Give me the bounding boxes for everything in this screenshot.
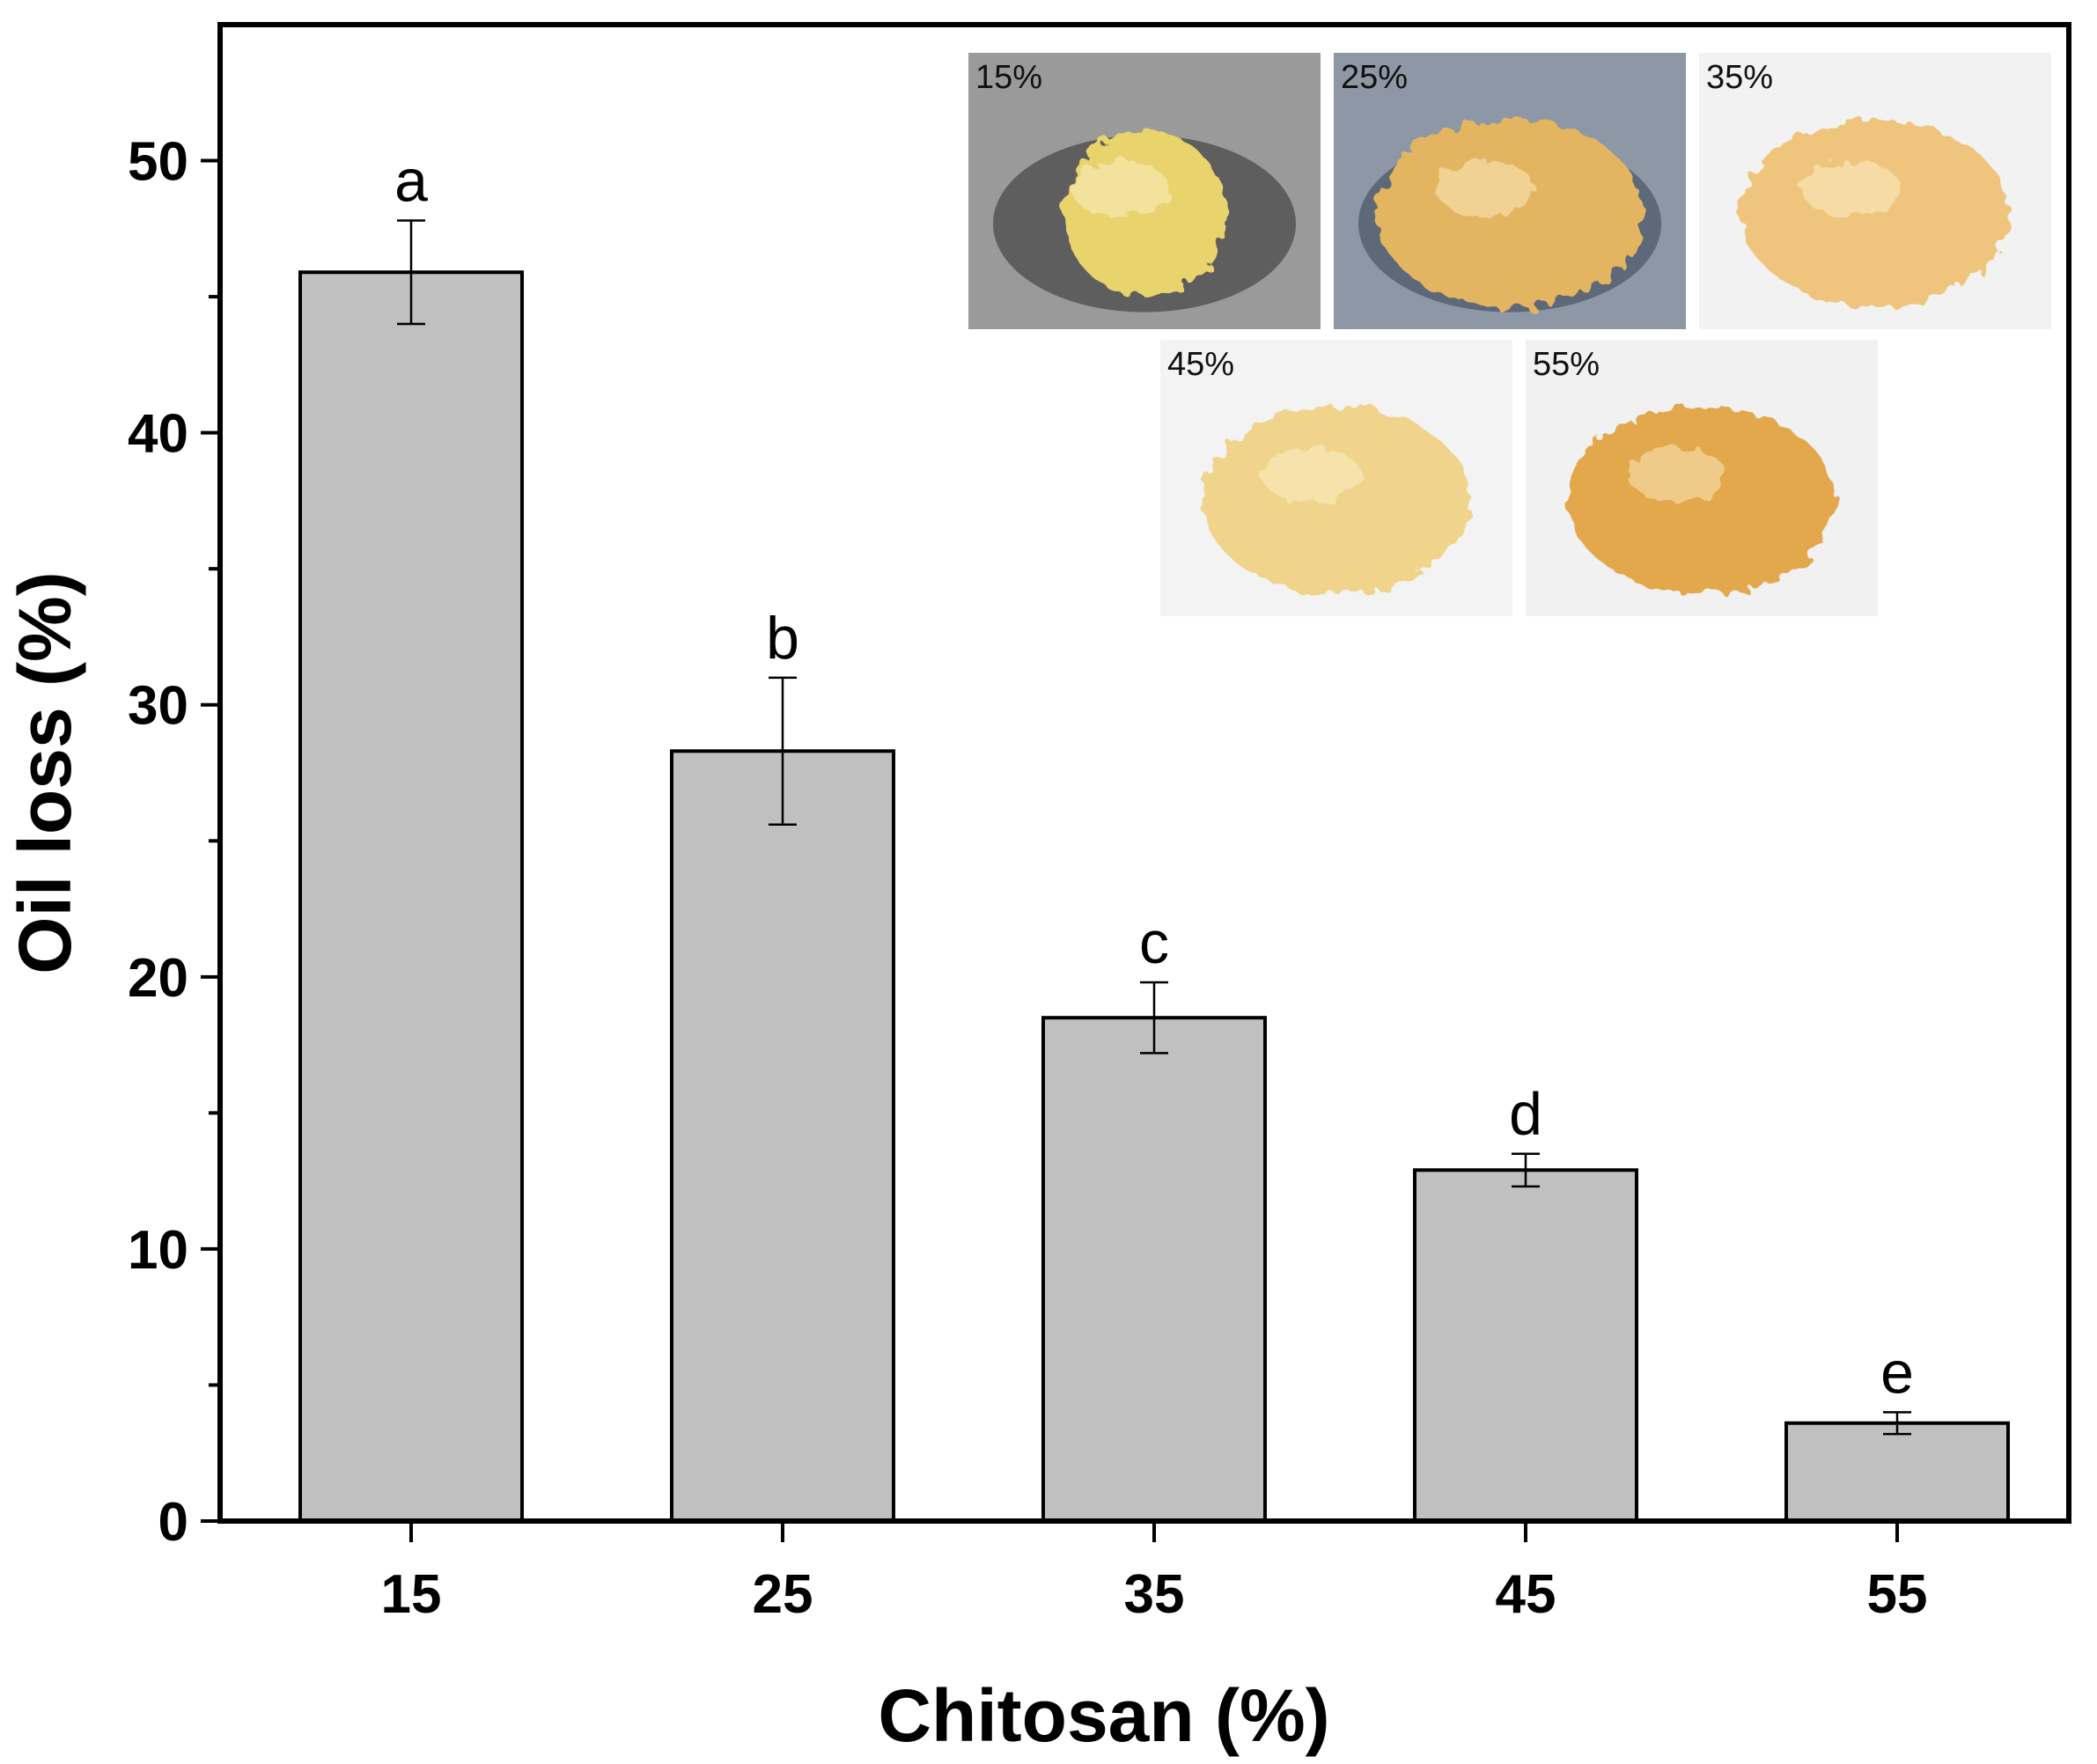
- inset-photo-45-highlight: [1262, 447, 1361, 503]
- significance-labels: a b c d e: [394, 148, 1914, 1407]
- inset-photo-45: 45%: [1160, 340, 1512, 616]
- inset-photo-15: 15%: [968, 53, 1321, 329]
- inset-photo-35-highlight: [1801, 160, 1900, 217]
- inset-photo-45-label: 45%: [1167, 346, 1234, 383]
- bar-45: [1413, 1168, 1638, 1523]
- inset-photos: 15% 25% 35% 45% 55%: [968, 53, 2051, 616]
- inset-photo-25: 25%: [1334, 53, 1686, 329]
- significance-label-a: a: [394, 148, 428, 215]
- y-tick-label-30: 30: [128, 676, 188, 737]
- x-tick-label-35: 35: [1124, 1564, 1185, 1625]
- inset-photo-35-sample: [1741, 119, 2009, 307]
- x-tick-label-25: 25: [753, 1564, 813, 1625]
- x-tick-label-45: 45: [1496, 1564, 1556, 1625]
- inset-photo-45-sample: [1203, 406, 1470, 594]
- y-axis: 0 10 20 30 40 50: [128, 132, 220, 1553]
- significance-label-b: b: [766, 605, 799, 672]
- bar-25: [670, 749, 895, 1523]
- inset-photo-55: 55%: [1526, 340, 1878, 616]
- bar-55: [1784, 1421, 2010, 1524]
- x-axis-title: Chitosan (%): [878, 1674, 1329, 1757]
- inset-photo-25-sample: [1376, 119, 1644, 307]
- plot-frame: [217, 22, 2071, 1524]
- inset-photo-15-sample: [1063, 129, 1225, 297]
- y-tick-label-20: 20: [128, 948, 188, 1009]
- bar-15: [298, 270, 524, 1524]
- y-tick-label-40: 40: [128, 404, 188, 465]
- y-tick-label-50: 50: [128, 132, 188, 193]
- error-bars: [397, 219, 1911, 1436]
- inset-photo-25-highlight: [1436, 160, 1534, 217]
- inset-photo-55-label: 55%: [1533, 346, 1600, 383]
- bars: [298, 270, 2010, 1524]
- inset-photo-15-label: 15%: [975, 59, 1042, 96]
- x-tick-label-15: 15: [381, 1564, 442, 1625]
- significance-label-c: c: [1139, 909, 1169, 976]
- inset-photo-55-sample: [1568, 406, 1836, 594]
- bar-35: [1041, 1016, 1267, 1523]
- inset-photo-55-highlight: [1628, 447, 1726, 503]
- inset-photo-35-label: 35%: [1706, 59, 1773, 96]
- x-tick-label-55: 55: [1867, 1564, 1928, 1625]
- x-axis: 15 25 35 45 55: [381, 1521, 1928, 1625]
- significance-label-e: e: [1880, 1339, 1914, 1406]
- y-tick-label-10: 10: [128, 1220, 188, 1281]
- inset-photo-15-highlight: [1071, 160, 1169, 217]
- inset-photo-25-label: 25%: [1341, 59, 1408, 96]
- y-tick-label-0: 0: [158, 1492, 188, 1553]
- inset-photo-35: 35%: [1699, 53, 2051, 329]
- y-axis-title: Oil loss (%): [4, 571, 86, 974]
- significance-label-d: d: [1509, 1081, 1542, 1148]
